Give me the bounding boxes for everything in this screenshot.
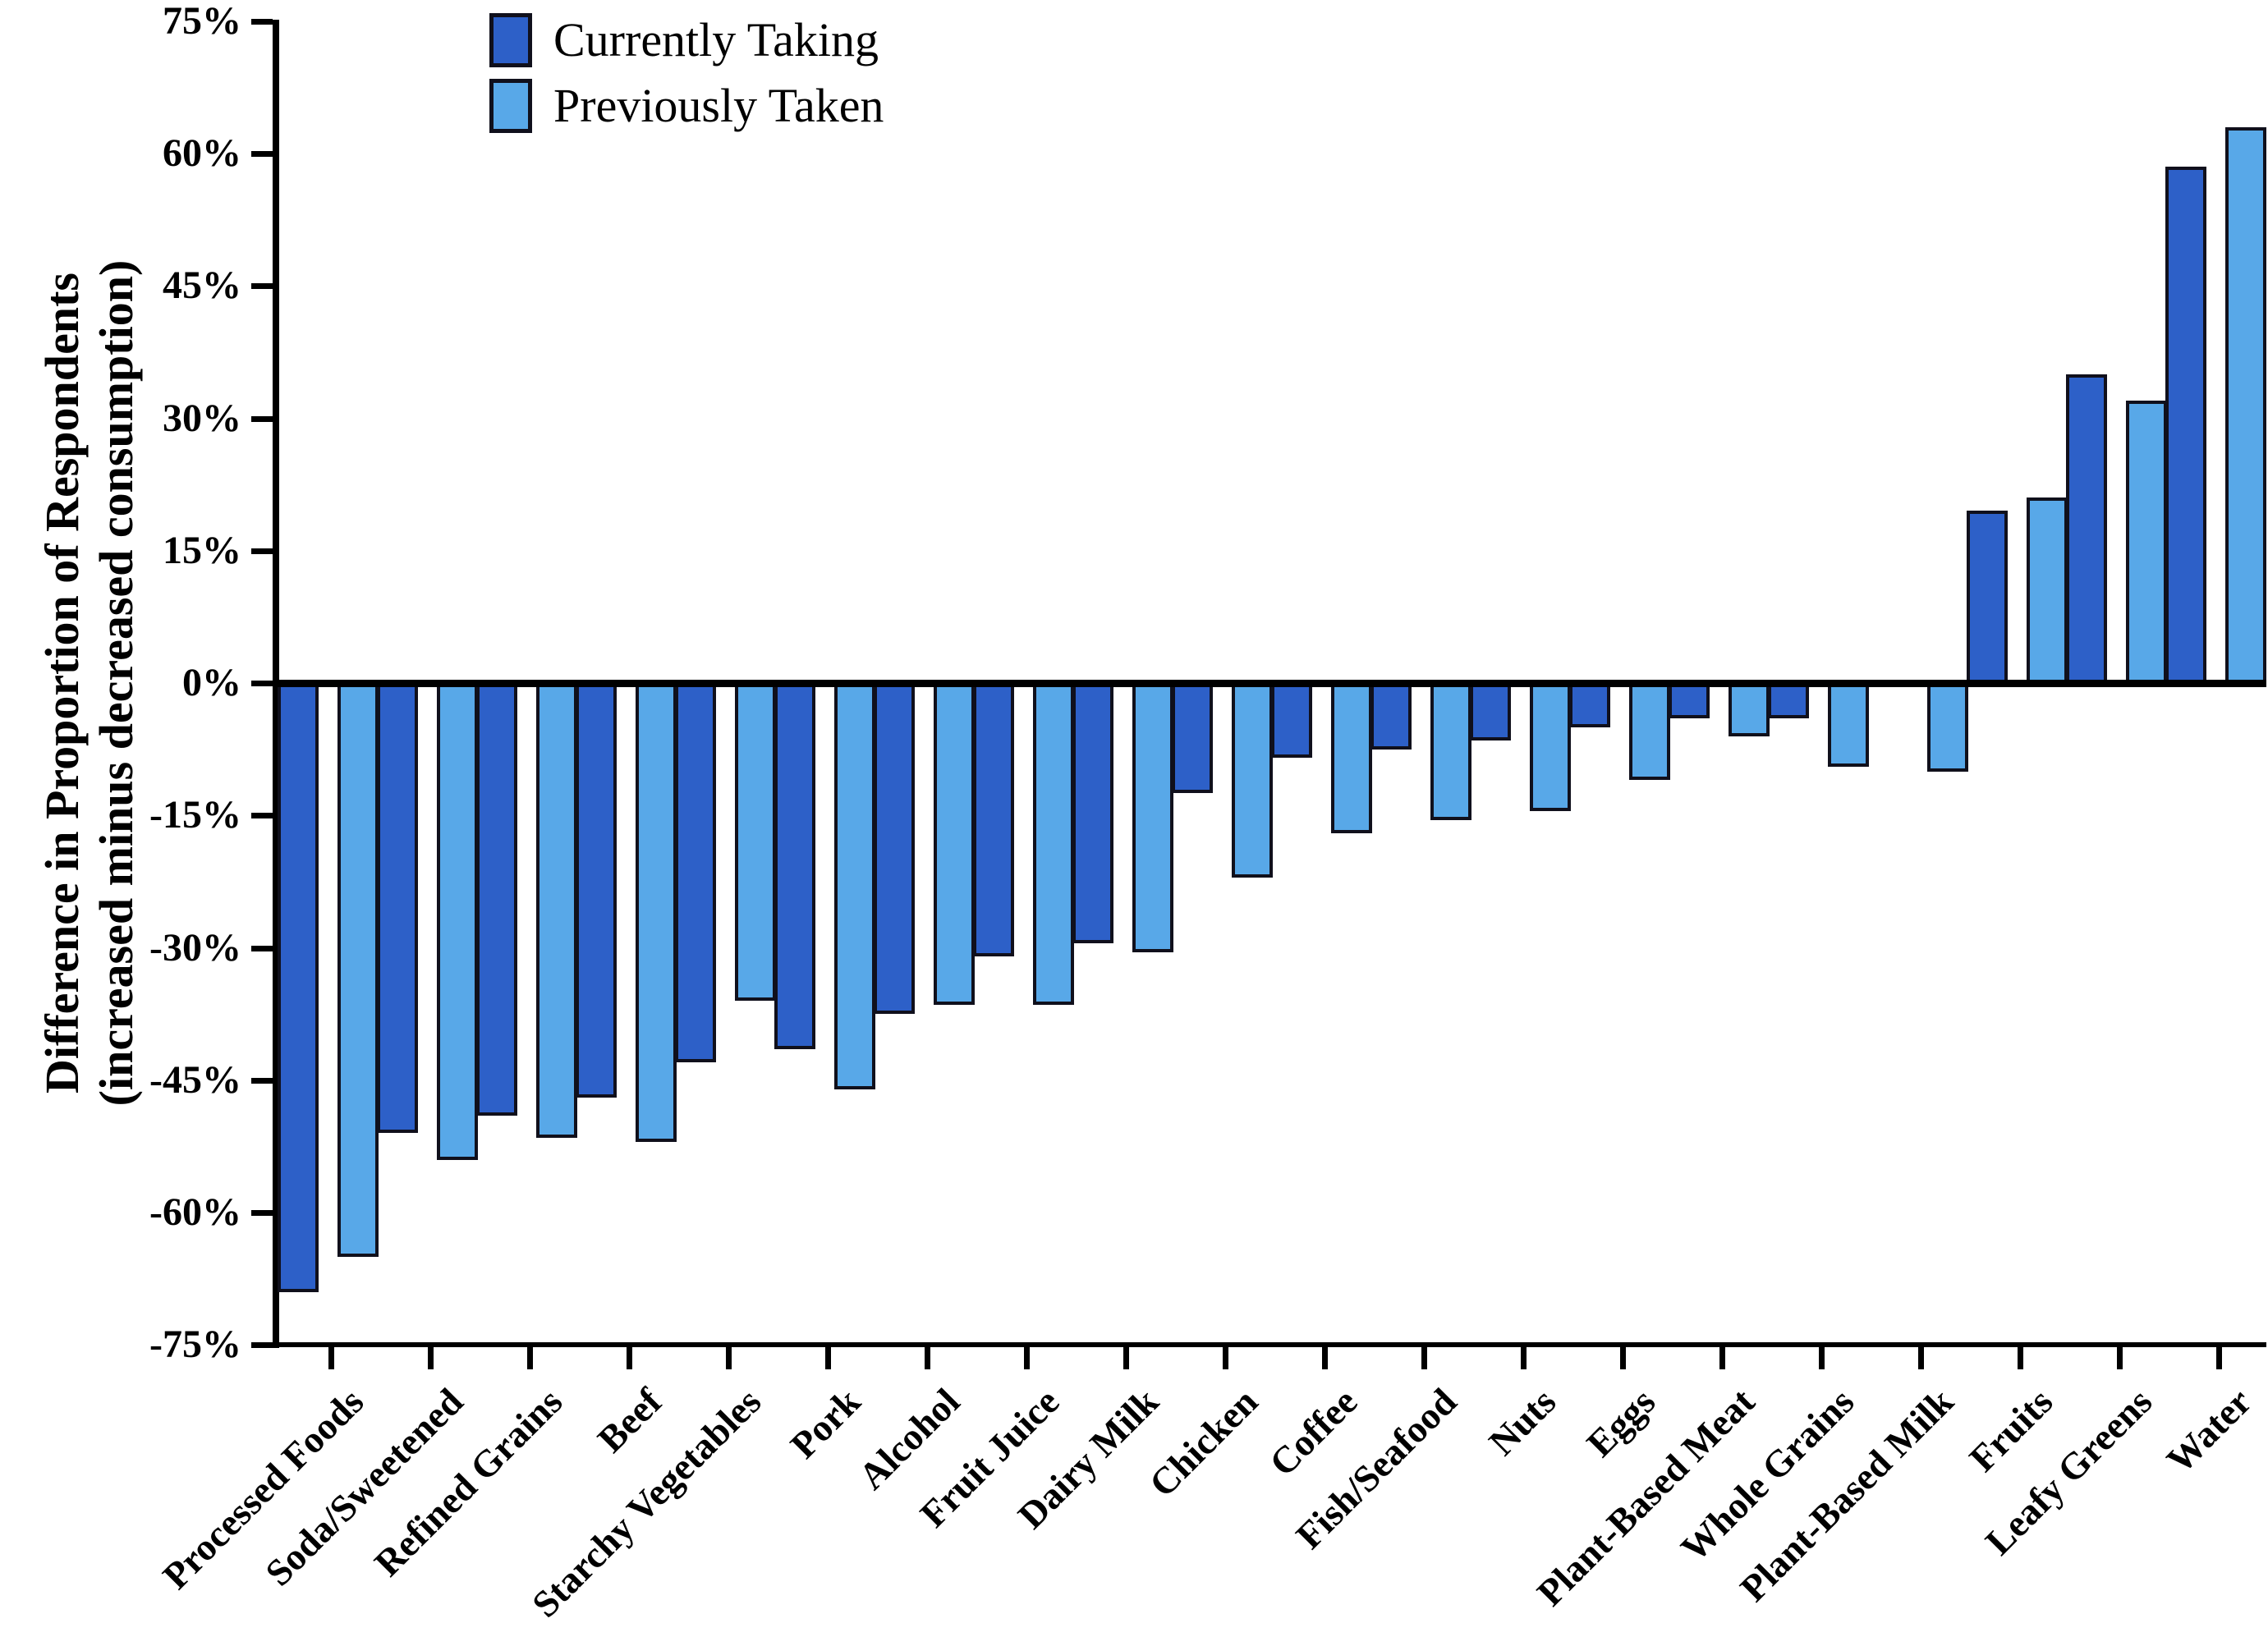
x-axis-tick	[1123, 1346, 1129, 1370]
y-tick-label: 75%	[163, 0, 241, 43]
y-tick-label: 30%	[163, 396, 241, 440]
bar-currently-taking-processed-foods	[278, 683, 319, 1292]
legend-item-currently-taking: Currently Taking	[489, 13, 884, 67]
y-axis-tick	[251, 548, 273, 554]
bar-currently-taking-soda-sweetened	[377, 683, 418, 1134]
legend: Currently Taking Previously Taken	[489, 13, 884, 144]
x-axis-tick	[627, 1346, 632, 1370]
x-axis-tick	[1421, 1346, 1427, 1370]
legend-swatch-previously-taken	[489, 79, 532, 133]
bar-currently-taking-fish-seafood	[1370, 683, 1412, 750]
bar-currently-taking-nuts	[1470, 683, 1511, 740]
y-axis-tick	[251, 945, 273, 951]
bar-previously-taken-processed-foods	[337, 683, 379, 1257]
x-axis-tick	[328, 1346, 334, 1370]
y-tick-label: -45%	[149, 1057, 241, 1102]
bar-currently-taking-alcohol	[874, 683, 915, 1015]
bar-previously-taken-fruits	[2026, 497, 2068, 683]
bar-currently-taking-pork	[774, 683, 815, 1050]
y-axis-tick	[251, 813, 273, 819]
bar-currently-taking-beef	[576, 683, 617, 1098]
y-tick-label: 60%	[163, 131, 241, 175]
y-tick-label: 15%	[163, 528, 241, 572]
y-axis-tick	[251, 1342, 273, 1349]
x-axis-tick	[1024, 1346, 1030, 1370]
bar-currently-taking-chicken	[1172, 683, 1213, 794]
bar-previously-taken-beef	[635, 683, 677, 1142]
bar-previously-taken-plant-based-milk	[1926, 683, 1968, 772]
y-axis-tick	[251, 415, 273, 422]
x-axis-tick	[1521, 1346, 1527, 1370]
bar-currently-taking-leafy-greens	[2066, 374, 2107, 683]
bar-previously-taken-fruit-juice	[1032, 683, 1074, 1006]
x-axis-tick	[2018, 1346, 2023, 1370]
x-axis-tick	[1620, 1346, 1626, 1370]
bar-previously-taken-alcohol	[933, 683, 975, 1006]
x-axis-tick	[925, 1346, 930, 1370]
bar-previously-taken-whole-grains	[1827, 683, 1869, 768]
bar-previously-taken-leafy-greens	[2125, 401, 2167, 683]
bar-previously-taken-chicken	[1231, 683, 1273, 878]
bar-currently-taking-refined-grains	[476, 683, 517, 1116]
x-axis-tick	[1322, 1346, 1328, 1370]
bar-currently-taking-whole-grains	[1768, 683, 1809, 718]
legend-item-previously-taken: Previously Taken	[489, 79, 884, 133]
x-axis-tick	[1918, 1346, 1924, 1370]
x-axis-tick	[1719, 1346, 1725, 1370]
y-axis-tick	[251, 1210, 273, 1216]
y-tick-label: -15%	[149, 793, 241, 837]
x-axis-tick	[527, 1346, 533, 1370]
bar-currently-taking-fruits	[1967, 511, 2008, 683]
legend-swatch-currently-taking	[489, 13, 532, 67]
bar-previously-taken-soda-sweetened	[436, 683, 478, 1160]
y-axis-tick	[251, 681, 273, 686]
bar-currently-taking-fruit-juice	[973, 683, 1014, 957]
bar-previously-taken-refined-grains	[535, 683, 577, 1138]
bar-previously-taken-nuts	[1529, 683, 1571, 811]
bar-currently-taking-starchy-vegetables	[675, 683, 716, 1063]
bar-previously-taken-plant-based-meat	[1728, 683, 1770, 736]
y-axis-tick	[251, 283, 273, 290]
y-axis-tick	[251, 151, 273, 157]
x-axis-tick	[2216, 1346, 2222, 1370]
bar-currently-taking-water	[2165, 167, 2206, 683]
bar-previously-taken-starchy-vegetables	[734, 683, 776, 1001]
bar-currently-taking-coffee	[1271, 683, 1312, 759]
bar-currently-taking-eggs	[1569, 683, 1610, 727]
x-axis-tick	[1223, 1346, 1228, 1370]
x-axis-tick	[2117, 1346, 2123, 1370]
y-tick-label: 45%	[163, 264, 241, 308]
y-tick-label: -30%	[149, 925, 241, 970]
zero-baseline	[273, 680, 2266, 687]
bar-previously-taken-water	[2224, 126, 2266, 683]
bar-previously-taken-pork	[833, 683, 875, 1089]
x-axis-line	[273, 1342, 2266, 1348]
y-axis-tick	[251, 18, 273, 25]
y-tick-label: -60%	[149, 1190, 241, 1234]
bar-previously-taken-dairy-milk	[1132, 683, 1173, 952]
x-axis-tick	[428, 1346, 434, 1370]
bar-currently-taking-plant-based-meat	[1669, 683, 1710, 718]
x-axis-tick	[726, 1346, 732, 1370]
legend-label-previously-taken: Previously Taken	[553, 79, 884, 132]
bar-previously-taken-fish-seafood	[1430, 683, 1471, 820]
y-axis-tick	[251, 1077, 273, 1084]
bar-previously-taken-coffee	[1330, 683, 1372, 833]
y-tick-label: 0%	[182, 661, 241, 704]
bar-currently-taking-dairy-milk	[1072, 683, 1113, 944]
x-axis-tick	[1819, 1346, 1825, 1370]
y-tick-label: -75%	[149, 1323, 241, 1367]
legend-label-currently-taking: Currently Taking	[553, 13, 879, 66]
bar-previously-taken-eggs	[1628, 683, 1670, 781]
x-axis-tick	[825, 1346, 831, 1370]
